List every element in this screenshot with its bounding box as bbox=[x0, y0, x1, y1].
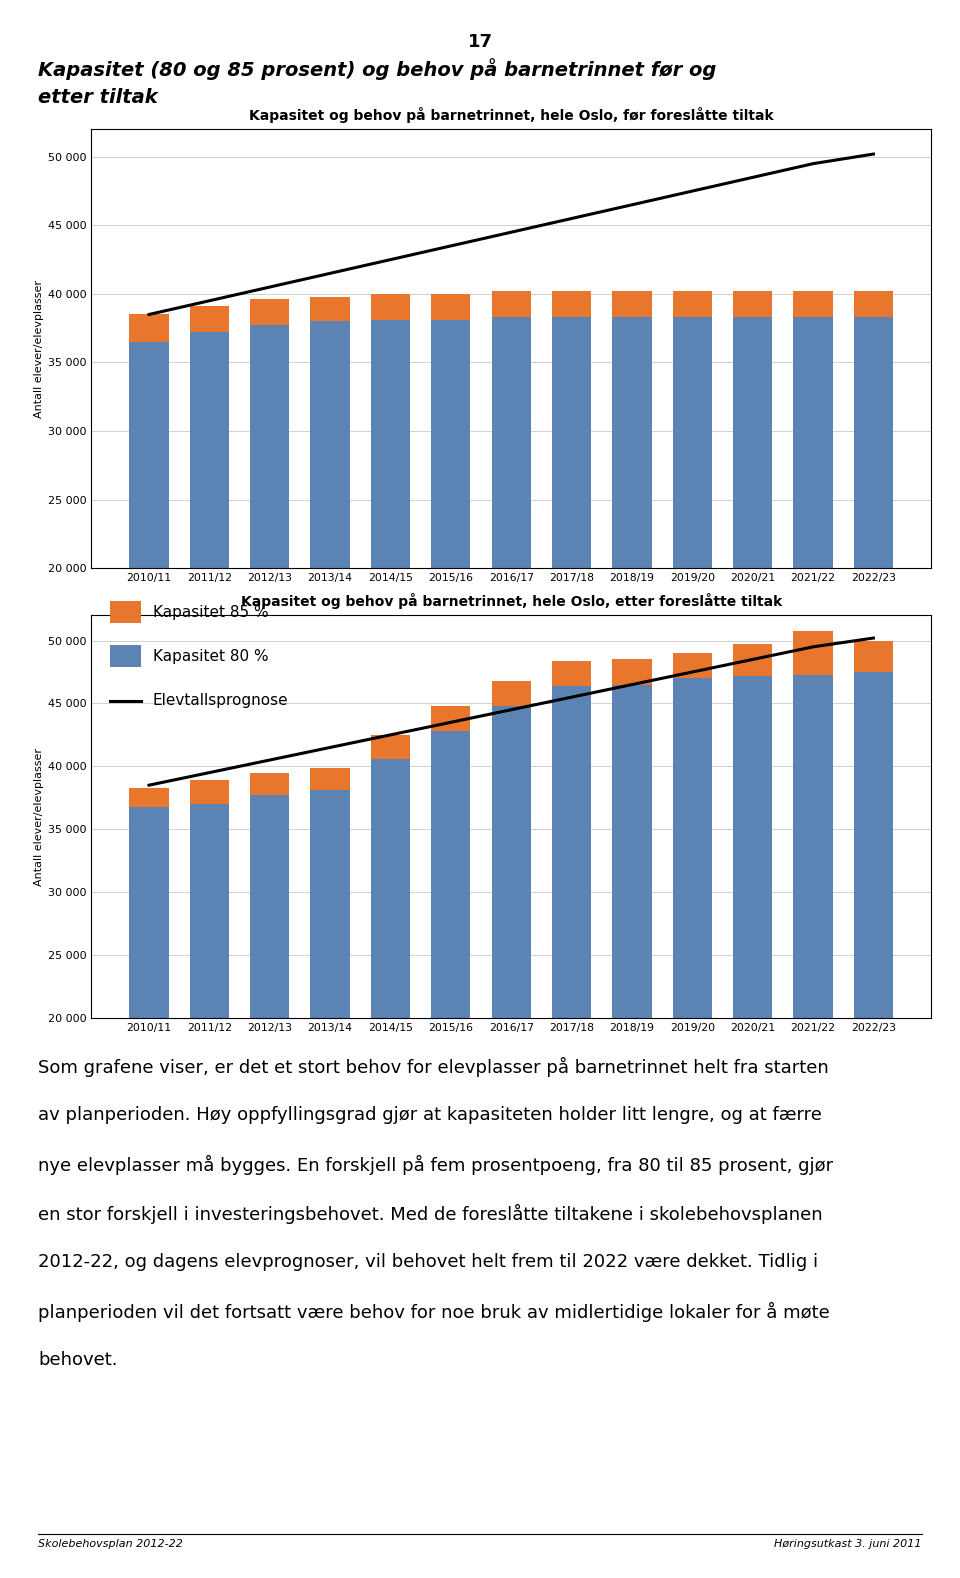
Text: en stor forskjell i investeringsbehovet. Med de foreslåtte tiltakene i skolebeho: en stor forskjell i investeringsbehovet.… bbox=[38, 1204, 823, 1225]
Bar bbox=[371, 759, 410, 1269]
Bar bbox=[492, 705, 531, 1269]
Text: behovet.: behovet. bbox=[38, 1351, 118, 1368]
Bar bbox=[310, 297, 349, 322]
Bar bbox=[251, 795, 289, 1269]
Bar bbox=[673, 292, 712, 317]
Text: Skolebehovsplan 2012-22: Skolebehovsplan 2012-22 bbox=[38, 1539, 183, 1548]
Y-axis label: Antall elever/elevplasser: Antall elever/elevplasser bbox=[34, 279, 43, 418]
Bar bbox=[492, 317, 531, 843]
Bar bbox=[190, 805, 229, 1269]
Bar bbox=[431, 320, 470, 843]
Text: Kapasitet (80 og 85 prosent) og behov på barnetrinnet før og: Kapasitet (80 og 85 prosent) og behov på… bbox=[38, 58, 717, 80]
Bar bbox=[310, 791, 349, 1269]
Bar bbox=[130, 787, 169, 806]
Bar bbox=[673, 653, 712, 679]
Bar bbox=[793, 317, 832, 843]
Bar bbox=[130, 342, 169, 843]
Bar bbox=[492, 292, 531, 317]
Bar bbox=[251, 300, 289, 325]
Bar bbox=[371, 735, 410, 759]
Bar bbox=[251, 325, 289, 843]
Text: Elevtallsprognose: Elevtallsprognose bbox=[153, 693, 288, 709]
Bar bbox=[431, 294, 470, 320]
Bar bbox=[251, 773, 289, 795]
Text: Kapasitet 85 %: Kapasitet 85 % bbox=[153, 604, 268, 620]
Text: 2012-22, og dagens elevprognoser, vil behovet helt frem til 2022 være dekket. Ti: 2012-22, og dagens elevprognoser, vil be… bbox=[38, 1253, 819, 1270]
Bar bbox=[612, 685, 652, 1269]
Bar bbox=[190, 780, 229, 805]
Text: Høringsutkast 3. juni 2011: Høringsutkast 3. juni 2011 bbox=[774, 1539, 922, 1548]
Bar bbox=[552, 661, 591, 686]
Bar bbox=[612, 317, 652, 843]
Title: Kapasitet og behov på barnetrinnet, hele Oslo, etter foreslåtte tiltak: Kapasitet og behov på barnetrinnet, hele… bbox=[241, 593, 781, 609]
Text: Kapasitet 80 %: Kapasitet 80 % bbox=[153, 649, 268, 664]
Bar bbox=[431, 705, 470, 731]
Bar bbox=[552, 292, 591, 317]
Text: etter tiltak: etter tiltak bbox=[38, 88, 158, 107]
Bar bbox=[853, 672, 893, 1269]
Title: Kapasitet og behov på barnetrinnet, hele Oslo, før foreslåtte tiltak: Kapasitet og behov på barnetrinnet, hele… bbox=[249, 107, 774, 123]
Text: av planperioden. Høy oppfyllingsgrad gjør at kapasiteten holder litt lengre, og : av planperioden. Høy oppfyllingsgrad gjø… bbox=[38, 1106, 823, 1124]
Bar bbox=[190, 333, 229, 843]
Bar bbox=[793, 292, 832, 317]
Text: planperioden vil det fortsatt være behov for noe bruk av midlertidige lokaler fo: planperioden vil det fortsatt være behov… bbox=[38, 1302, 830, 1322]
Bar bbox=[853, 317, 893, 843]
Bar bbox=[853, 292, 893, 317]
Text: Som grafene viser, er det et stort behov for elevplasser på barnetrinnet helt fr: Som grafene viser, er det et stort behov… bbox=[38, 1057, 829, 1078]
Bar bbox=[552, 317, 591, 843]
Bar bbox=[793, 674, 832, 1269]
Bar bbox=[431, 731, 470, 1269]
Bar bbox=[733, 317, 772, 843]
Bar bbox=[371, 294, 410, 320]
Bar bbox=[552, 686, 591, 1269]
Bar bbox=[310, 767, 349, 791]
Bar bbox=[130, 806, 169, 1269]
Bar bbox=[492, 680, 531, 705]
Bar bbox=[310, 322, 349, 843]
Bar bbox=[130, 314, 169, 342]
Bar bbox=[612, 660, 652, 685]
Bar bbox=[673, 317, 712, 843]
Bar bbox=[733, 292, 772, 317]
Text: nye elevplasser må bygges. En forskjell på fem prosentpoeng, fra 80 til 85 prose: nye elevplasser må bygges. En forskjell … bbox=[38, 1155, 833, 1176]
Bar bbox=[733, 644, 772, 675]
Bar bbox=[733, 675, 772, 1269]
Bar bbox=[853, 641, 893, 672]
Bar bbox=[673, 679, 712, 1269]
Bar bbox=[793, 631, 832, 674]
Text: 17: 17 bbox=[468, 33, 492, 50]
Bar bbox=[612, 292, 652, 317]
Bar bbox=[190, 306, 229, 333]
Y-axis label: Antall elever/elevplasser: Antall elever/elevplasser bbox=[34, 748, 43, 885]
Bar bbox=[371, 320, 410, 843]
